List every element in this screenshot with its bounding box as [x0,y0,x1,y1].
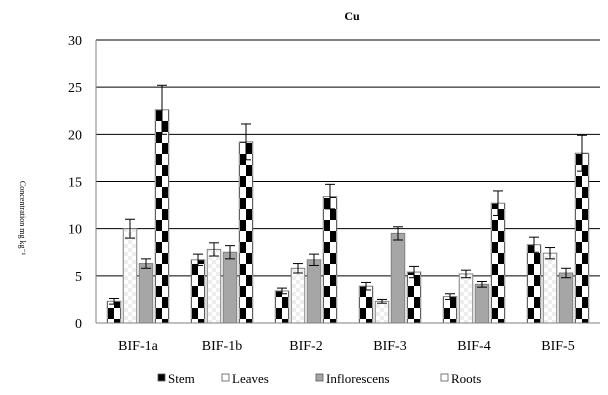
legend-label: Roots [451,371,481,386]
bar [154,109,170,324]
legend-label: Leaves [232,371,269,386]
bar [458,273,474,324]
y-tick-label: 5 [75,270,82,285]
x-tick-label: BIF-1a [118,339,158,354]
bar [374,300,390,324]
y-tick-label: 25 [68,81,82,96]
bar [274,290,290,324]
bar [442,296,458,324]
legend-label: Inflorescens [326,371,390,386]
bar [526,244,542,324]
y-tick-label: 15 [68,176,82,191]
bar [290,267,306,324]
bars [106,109,590,324]
x-tick-label: BIF-5 [541,339,574,354]
x-tick-label: BIF-4 [457,339,490,354]
y-axis-label: Concentration mg kg⁻¹ [18,181,27,256]
bar [542,252,558,324]
legend-swatch [221,373,230,382]
legend-swatch [440,373,449,382]
bar [122,228,138,324]
bar [138,263,154,324]
y-tick-label: 30 [68,34,82,49]
bar [222,251,238,324]
bar [190,259,206,324]
bar [390,232,406,324]
gridlines [96,39,600,277]
bar [574,152,590,324]
bar [474,283,490,324]
y-tick-label: 0 [75,317,82,332]
error-bars [109,84,587,305]
y-tick-label: 20 [68,128,82,143]
legend-swatch [157,373,166,382]
x-tick-label: BIF-2 [289,339,322,354]
bar [558,272,574,324]
chart-title: Cu [344,9,360,23]
y-tick-labels: 0 5 10 15 20 25 30 [68,34,82,332]
bar [490,202,506,324]
legend-swatch [315,373,324,382]
x-tick-label: BIF-1b [202,339,242,354]
bar [406,271,422,324]
bar [206,248,222,324]
bar [358,285,374,324]
bar [238,141,254,324]
x-tick-label: BIF-3 [373,339,406,354]
x-tick-labels: BIF-1a BIF-1b BIF-2 BIF-3 BIF-4 BIF-5 [118,339,575,354]
legend: Stem Leaves Inflorescens Roots [157,371,481,386]
legend-label: Stem [168,371,195,386]
bar [322,196,338,324]
bar [306,259,322,324]
y-tick-label: 10 [68,223,82,238]
